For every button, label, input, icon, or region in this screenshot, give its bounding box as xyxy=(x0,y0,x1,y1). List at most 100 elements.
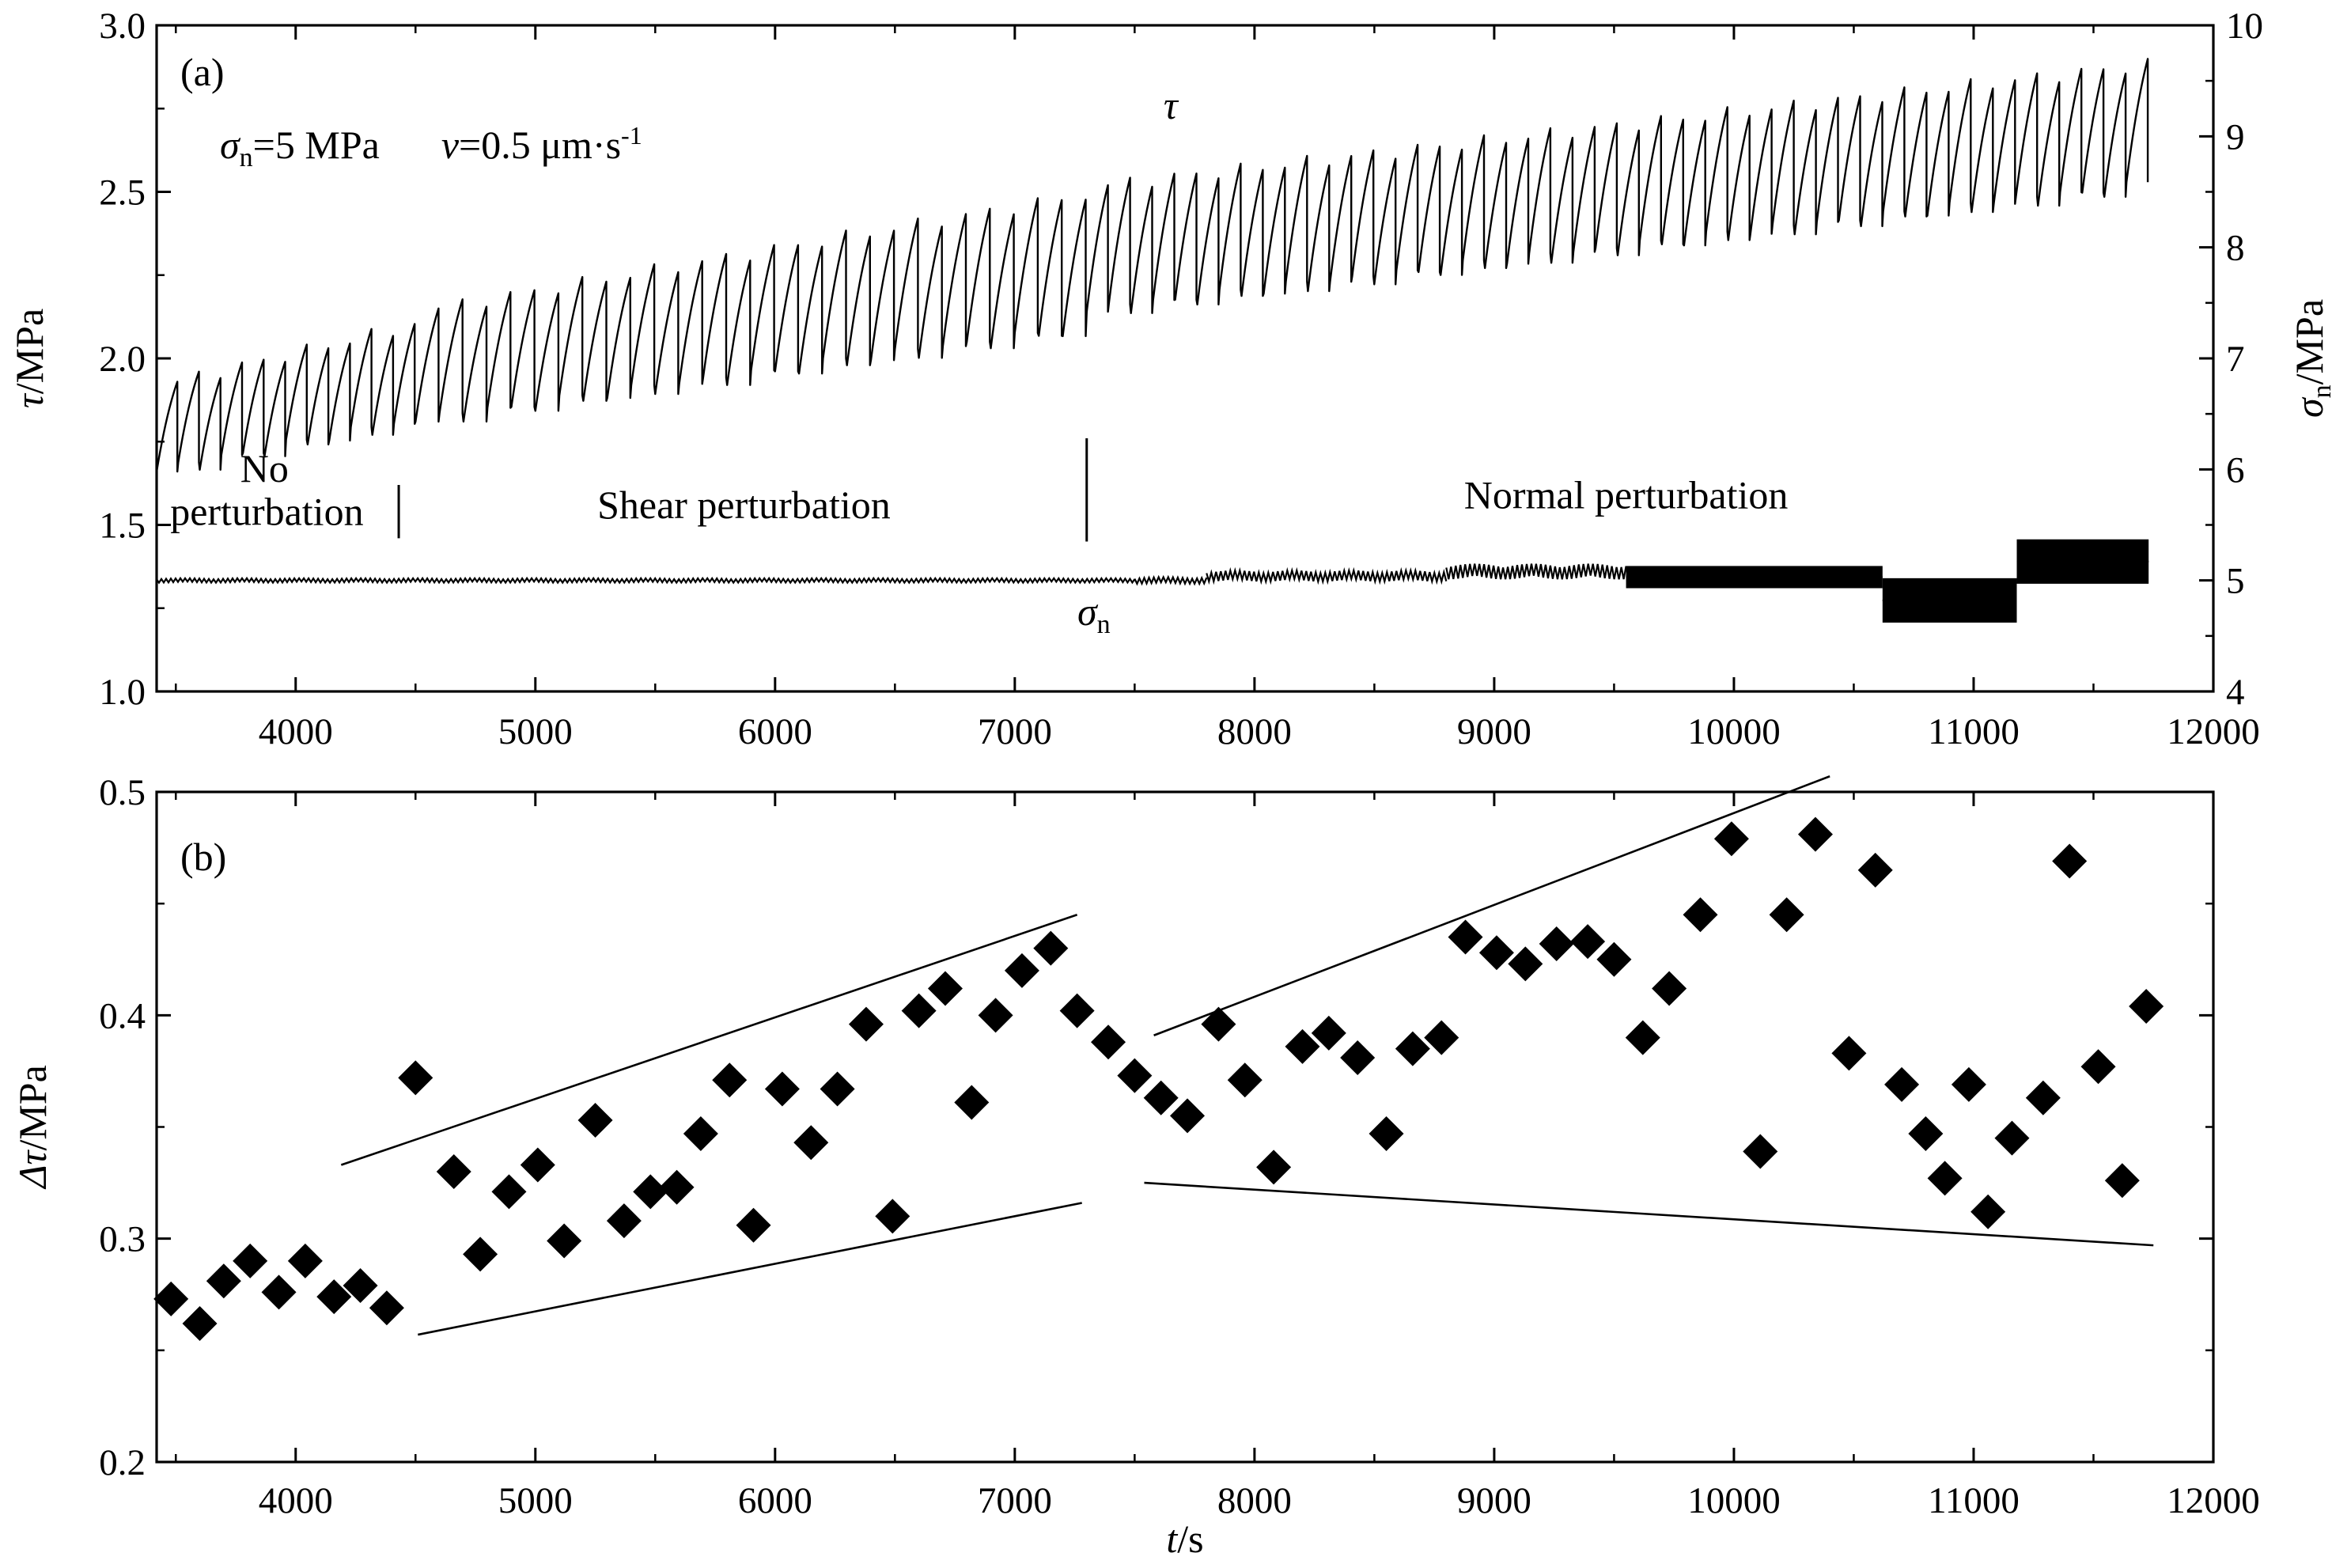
panel-a-y-right-tick-label: 5 xyxy=(2226,561,2245,602)
trend-line-4 xyxy=(1144,1181,2154,1247)
panel-b-y-tick-label: 0.3 xyxy=(99,1219,146,1260)
data-point-diamond xyxy=(2025,1080,2061,1115)
data-point-diamond xyxy=(491,1174,527,1210)
data-point-diamond xyxy=(1570,924,1606,960)
data-point-diamond xyxy=(1311,1015,1346,1051)
data-point-diamond xyxy=(1625,1020,1660,1055)
sigma-n-oscillation-band xyxy=(1626,566,1883,589)
panel-a-x-tick-label: 10000 xyxy=(1687,711,1781,752)
trend-line-3 xyxy=(1153,775,1830,1036)
data-point-diamond xyxy=(1884,1066,1920,1102)
data-point-diamond xyxy=(1683,897,1718,933)
data-point-diamond xyxy=(316,1279,352,1315)
panel-b-y-label: Δτ/MPa xyxy=(10,1065,55,1190)
region-shear-perturbation: Shear perturbation xyxy=(597,483,891,527)
panel-b-x-tick-label: 9000 xyxy=(1457,1480,1531,1521)
panel-a-y-left-tick-label: 2.5 xyxy=(99,172,146,214)
panel-b-x-tick-label: 6000 xyxy=(738,1480,812,1521)
data-point-diamond xyxy=(606,1203,642,1239)
region-no-perturbation-line1: No xyxy=(240,446,289,490)
panel-a-label: (a) xyxy=(180,50,225,94)
data-point-diamond xyxy=(848,1006,884,1042)
data-point-diamond xyxy=(1004,953,1039,988)
panel-b-x-tick-label: 7000 xyxy=(978,1480,1052,1521)
data-point-diamond xyxy=(954,1085,990,1120)
panel-b: 4000 5000 6000 7000 8000 9000 10000 11000 12000 0… xyxy=(10,772,2260,1561)
panel-a-x-tick-label: 8000 xyxy=(1217,711,1292,752)
panel-a-y-right-tick-label: 10 xyxy=(2226,6,2263,47)
data-point-diamond xyxy=(820,1071,855,1107)
data-point-diamond xyxy=(2104,1163,2140,1199)
data-point-diamond xyxy=(927,971,963,1006)
data-point-diamond xyxy=(659,1169,695,1205)
data-point-diamond xyxy=(287,1243,323,1278)
data-point-diamond xyxy=(1285,1028,1320,1064)
panel-a-y-right-tick-label: 9 xyxy=(2226,116,2245,157)
data-point-diamond xyxy=(1117,1058,1153,1093)
data-point-diamond xyxy=(1143,1080,1179,1115)
data-point-diamond xyxy=(577,1103,613,1138)
data-point-diamond xyxy=(978,998,1013,1033)
data-point-diamond xyxy=(520,1147,555,1183)
panel-b-x-tick-label: 8000 xyxy=(1217,1480,1292,1521)
data-point-diamond xyxy=(1831,1036,1867,1071)
data-point-diamond xyxy=(683,1115,718,1151)
data-point-diamond xyxy=(901,993,937,1028)
panel-a-y-right-tick-label: 6 xyxy=(2226,449,2245,490)
data-point-diamond xyxy=(1424,1020,1459,1055)
data-point-diamond xyxy=(2052,843,2088,879)
panel-a-y-left-tick-label: 3.0 xyxy=(99,6,146,47)
data-point-diamond xyxy=(1596,941,1632,977)
data-point-diamond xyxy=(1743,1134,1778,1169)
panel-a-x-tick-label: 6000 xyxy=(738,711,812,752)
panel-a-y-left-label: τ/MPa xyxy=(7,309,51,408)
data-point-diamond xyxy=(1395,1031,1430,1066)
data-point-diamond xyxy=(398,1060,433,1096)
panel-b-x-tick-label: 10000 xyxy=(1687,1480,1781,1521)
data-point-diamond xyxy=(1652,971,1687,1006)
data-point-diamond xyxy=(1059,993,1095,1028)
data-point-diamond xyxy=(1201,1006,1236,1042)
data-point-diamond xyxy=(182,1305,218,1341)
region-no-perturbation-line2: perturbation xyxy=(170,490,363,534)
data-point-diamond xyxy=(712,1062,748,1098)
data-point-diamond xyxy=(1539,926,1574,961)
data-point-diamond xyxy=(1227,1062,1263,1098)
trend-line-1 xyxy=(340,914,1078,1166)
sigma-n-oscillation-band xyxy=(2016,539,2149,584)
data-point-diamond xyxy=(1478,935,1514,971)
data-point-diamond xyxy=(736,1207,771,1243)
region-normal-perturbation: Normal perturbation xyxy=(1464,472,1789,517)
panel-b-ticks: 4000 5000 6000 7000 8000 9000 10000 11000 12000 0… xyxy=(99,772,2260,1521)
data-point-diamond xyxy=(343,1267,378,1303)
data-point-diamond xyxy=(1091,1025,1126,1060)
data-point-diamond xyxy=(547,1223,582,1259)
sigma-n-bands xyxy=(1626,539,2149,623)
data-point-diamond xyxy=(793,1125,829,1161)
data-point-diamond xyxy=(1340,1040,1376,1075)
data-point-diamond xyxy=(261,1274,297,1310)
panel-b-trend-lines xyxy=(340,775,2154,1336)
panel-a-x-tick-label: 12000 xyxy=(2167,711,2260,752)
sigma-n-oscillation-band xyxy=(1882,578,2017,623)
panel-a-y-left-tick-label: 2.0 xyxy=(99,339,146,380)
data-point-diamond xyxy=(436,1153,471,1189)
panel-a-x-tick-label: 7000 xyxy=(978,711,1052,752)
panel-b-x-tick-label: 12000 xyxy=(2167,1480,2260,1521)
data-point-diamond xyxy=(1797,816,1833,852)
tau-series-label: τ xyxy=(1164,83,1179,127)
panel-a-x-tick-label: 11000 xyxy=(1928,711,2020,752)
panel-a-y-right-tick-label: 8 xyxy=(2226,228,2245,269)
data-point-diamond xyxy=(369,1290,404,1326)
panel-a-y-right-tick-label: 7 xyxy=(2226,339,2245,380)
data-point-diamond xyxy=(1170,1098,1206,1134)
data-point-diamond xyxy=(1994,1120,2030,1156)
panel-a-y-left-tick-label: 1.0 xyxy=(99,672,146,713)
panel-b-x-tick-label: 5000 xyxy=(498,1480,573,1521)
data-point-diamond xyxy=(1927,1161,1963,1196)
panel-a-x-tick-label: 5000 xyxy=(498,711,573,752)
data-point-diamond xyxy=(1256,1149,1292,1185)
panel-b-x-tick-label: 4000 xyxy=(259,1480,333,1521)
data-point-diamond xyxy=(1769,897,1804,933)
panel-b-y-tick-label: 0.2 xyxy=(99,1442,146,1483)
